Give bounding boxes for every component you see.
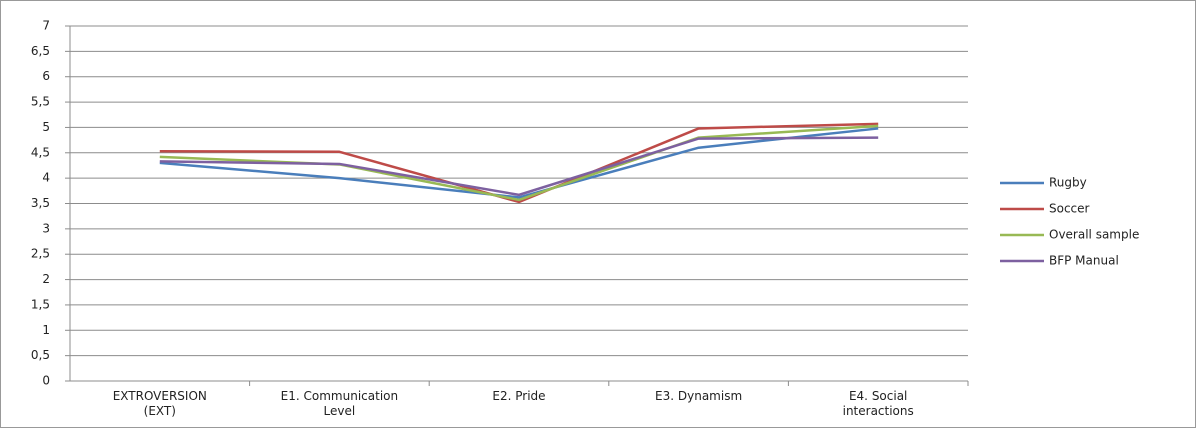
y-tick-label: 2 xyxy=(42,272,50,286)
x-tick-label: E2. Pride xyxy=(492,389,546,403)
x-tick-label: E4. Social interactions xyxy=(842,389,914,418)
y-tick-label: 0,5 xyxy=(31,348,50,362)
x-tick-label: EXTROVERSION (EXT) xyxy=(112,389,207,418)
y-tick-label: 4 xyxy=(42,171,50,185)
legend-label: Overall sample xyxy=(1049,228,1139,242)
x-tick-label: E1. Communication Level xyxy=(280,389,399,418)
y-tick-label: 1 xyxy=(42,323,50,337)
series-line xyxy=(159,127,879,199)
y-tick-label: 5,5 xyxy=(31,95,50,109)
legend-label: Rugby xyxy=(1049,176,1087,190)
legend-label: Soccer xyxy=(1049,202,1090,216)
y-tick-label: 1,5 xyxy=(31,297,50,311)
legend-label: BFP Manual xyxy=(1049,254,1119,268)
y-tick-label: 5 xyxy=(42,120,50,134)
y-tick-label: 3 xyxy=(42,221,50,235)
y-tick-label: 7 xyxy=(42,19,50,33)
y-tick-label: 6,5 xyxy=(31,44,50,58)
y-tick-label: 4,5 xyxy=(31,145,50,159)
y-tick-label: 6 xyxy=(42,69,50,83)
y-tick-label: 0 xyxy=(42,374,50,388)
x-tick-label: E3. Dynamism xyxy=(655,389,743,403)
series-line xyxy=(159,122,879,204)
y-tick-label: 2,5 xyxy=(31,247,50,261)
series-line xyxy=(159,136,879,197)
y-tick-label: 3,5 xyxy=(31,196,50,210)
